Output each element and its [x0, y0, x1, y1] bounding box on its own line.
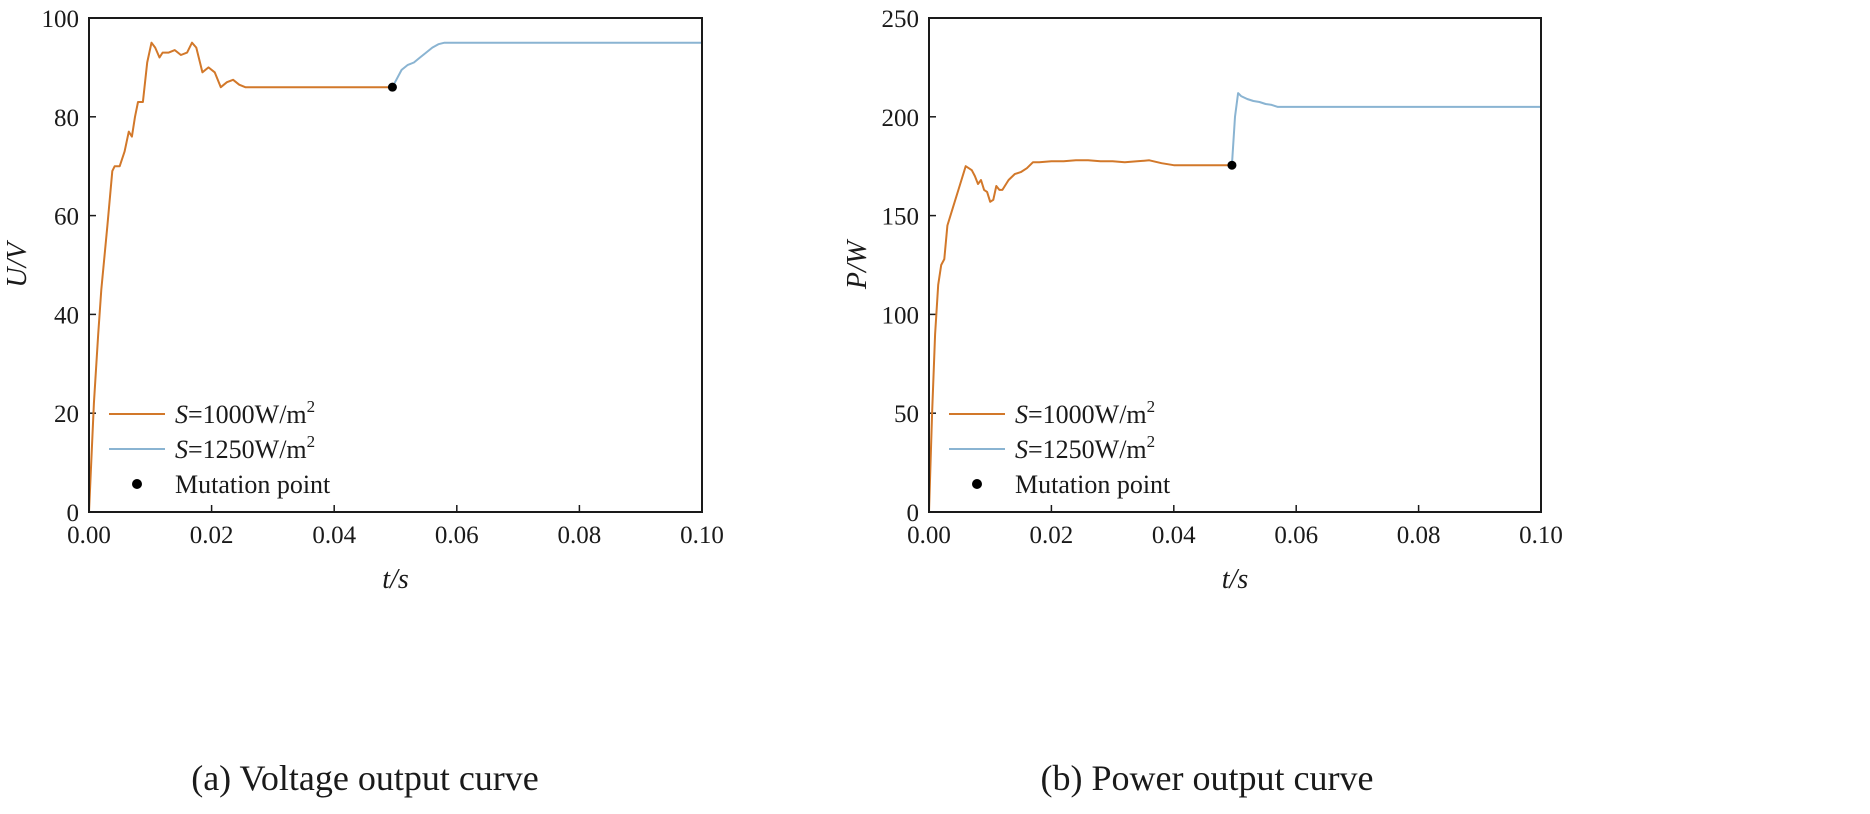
legend-label-symbol: S [175, 435, 188, 464]
x-tick-label: 0.06 [1274, 522, 1318, 549]
series-line-s1250 [1230, 92, 1541, 166]
legend-label-superscript: 2 [307, 432, 316, 451]
x-tick-label: 0.08 [1397, 522, 1441, 549]
x-tick-label: 0.10 [1519, 522, 1563, 549]
legend-label-text: =1000W/m [188, 400, 307, 429]
power-chart: 0.00 0.02 0.04 0.06 0.08 0.10 0 50 100 150 200 250 t… [842, 6, 1563, 798]
x-tick-label: 0.04 [312, 522, 356, 549]
legend-label: S=1250W/m2 [175, 432, 315, 464]
voltage-chart: 0.00 0.02 0.04 0.06 0.08 0.10 0 20 40 60 80 100 t/s U… [2, 6, 724, 798]
x-tick-label: 0.10 [680, 522, 724, 549]
legend-label-symbol: S [1015, 400, 1028, 429]
legend-mutation-marker [132, 479, 142, 489]
x-tick-label: 0.06 [435, 522, 479, 549]
x-tick-label: 0.08 [558, 522, 602, 549]
legend-label-mutation-point: Mutation point [175, 470, 331, 499]
x-tick-label: 0.00 [907, 522, 951, 549]
legend-label-superscript: 2 [307, 397, 316, 416]
legend-label-symbol: S [1015, 435, 1028, 464]
y-tick-label: 250 [882, 6, 920, 33]
legend-label-text: =1250W/m [188, 435, 307, 464]
y-tick-label: 100 [42, 6, 80, 33]
mutation-point-marker [1227, 160, 1237, 170]
legend-label-text: =1000W/m [1028, 400, 1147, 429]
legend-label: S=1000W/m2 [1015, 397, 1155, 429]
legend-label: S=1250W/m2 [1015, 432, 1155, 464]
y-tick-label: 50 [894, 401, 919, 428]
legend-label-mutation-point: Mutation point [1015, 470, 1171, 499]
y-tick-label: 60 [54, 204, 79, 231]
legend-label-superscript: 2 [1147, 432, 1156, 451]
plot-frame [928, 17, 1542, 513]
legend-label-symbol: S [175, 400, 188, 429]
figure-caption: (b) Power output curve [1041, 758, 1374, 798]
x-axis-label: t/s [1222, 564, 1249, 595]
y-axis-label: U/V [2, 240, 33, 288]
series-line-s1000 [88, 41, 393, 513]
series-line-s1250 [391, 41, 702, 88]
mutation-point-marker [387, 82, 397, 92]
y-axis-label: P/W [842, 238, 873, 290]
legend-label-superscript: 2 [1147, 397, 1156, 416]
y-tick-label: 150 [882, 204, 920, 231]
y-tick-label: 80 [54, 105, 79, 132]
x-axis-label: t/s [382, 564, 409, 595]
y-tick-label: 40 [54, 302, 79, 329]
y-tick-label: 100 [882, 302, 920, 329]
y-tick-label: 200 [882, 105, 920, 132]
legend-label-text: =1250W/m [1028, 435, 1147, 464]
x-tick-label: 0.04 [1152, 522, 1196, 549]
x-tick-label: 0.02 [1030, 522, 1074, 549]
y-tick-label: 0 [907, 500, 920, 527]
x-tick-label: 0.02 [190, 522, 234, 549]
plot-frame [88, 17, 703, 513]
legend-label: S=1000W/m2 [175, 397, 315, 429]
figure-caption: (a) Voltage output curve [191, 758, 539, 798]
y-tick-label: 20 [54, 401, 79, 428]
series-line-s1000 [928, 159, 1232, 513]
x-tick-label: 0.00 [67, 522, 111, 549]
y-tick-label: 0 [67, 500, 80, 527]
legend-mutation-marker [972, 479, 982, 489]
